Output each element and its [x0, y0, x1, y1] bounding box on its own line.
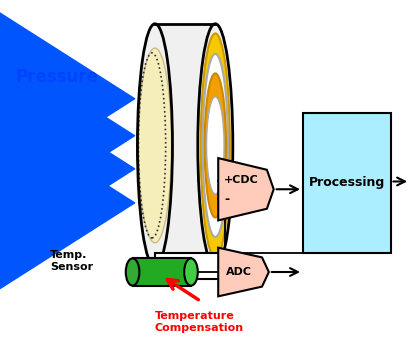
Ellipse shape [202, 54, 227, 237]
Text: Temp.: Temp. [50, 250, 87, 260]
Text: +CDC: +CDC [224, 174, 258, 185]
Text: Processing: Processing [308, 176, 384, 189]
Text: Sensor: Sensor [50, 262, 93, 272]
Polygon shape [218, 248, 268, 296]
Ellipse shape [184, 258, 197, 286]
Polygon shape [218, 158, 273, 220]
Ellipse shape [200, 33, 229, 258]
Ellipse shape [137, 24, 172, 267]
Text: ADC: ADC [225, 267, 252, 277]
Ellipse shape [197, 24, 232, 267]
Ellipse shape [126, 258, 139, 286]
Polygon shape [155, 24, 215, 267]
Text: -: - [224, 193, 229, 207]
Polygon shape [132, 258, 191, 286]
Polygon shape [155, 252, 234, 279]
Ellipse shape [138, 48, 171, 243]
Polygon shape [302, 113, 390, 252]
Text: Pressure: Pressure [16, 68, 99, 86]
Text: Temperature
Compensation: Temperature Compensation [155, 311, 243, 333]
Ellipse shape [206, 97, 224, 194]
Ellipse shape [204, 73, 225, 217]
